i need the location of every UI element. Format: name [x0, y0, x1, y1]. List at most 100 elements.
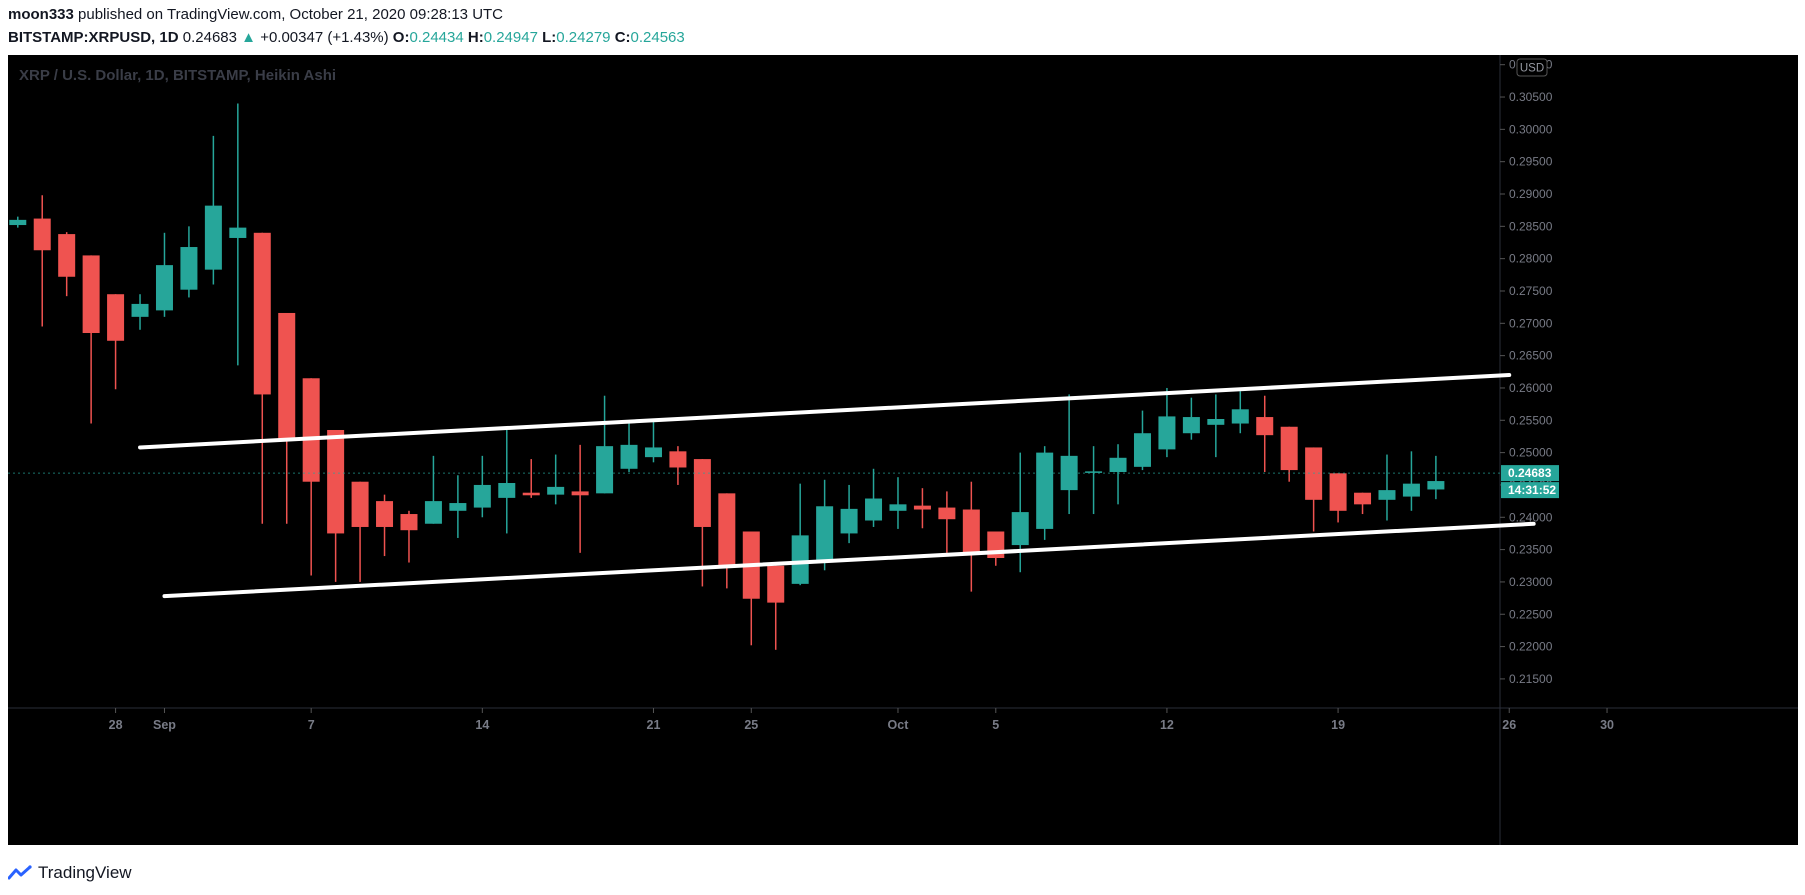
candle-body — [1305, 447, 1323, 500]
candle — [791, 483, 809, 586]
candle-body — [1109, 457, 1127, 473]
candle-body — [327, 429, 345, 534]
candle — [424, 455, 442, 524]
candle — [1305, 447, 1323, 532]
candle-body — [913, 505, 931, 510]
candle — [522, 459, 540, 498]
candle — [327, 429, 345, 582]
candle-body — [1256, 417, 1274, 436]
candle-body — [82, 255, 100, 334]
y-tick-label: 0.28000 — [1509, 252, 1553, 266]
candle — [498, 428, 516, 534]
candle — [1378, 454, 1396, 521]
chart-area[interactable]: 0.310000.305000.300000.295000.290000.285… — [8, 55, 1798, 845]
candles-layer — [9, 103, 1445, 650]
candle-body — [278, 312, 296, 440]
candle — [204, 135, 222, 285]
low-value: 0.24279 — [556, 29, 611, 46]
candlestick-chart[interactable]: 0.310000.305000.300000.295000.290000.285… — [8, 55, 1798, 845]
candle-body — [644, 447, 662, 458]
currency-label: USD — [1520, 63, 1544, 75]
trendline — [138, 373, 1512, 450]
candle-body — [889, 504, 907, 511]
time-axis[interactable]: 28 Sep 7 14 21 25 Oct 5 12 19 26 30 — [109, 708, 1614, 732]
countdown-label: 14:31:52 — [1508, 483, 1556, 497]
candle — [693, 459, 711, 587]
candle — [9, 216, 27, 228]
last-price-label: 0.24683 — [1508, 466, 1552, 480]
candle-body — [155, 265, 173, 311]
candle-body — [400, 514, 418, 531]
candle-body — [718, 493, 736, 568]
candle — [865, 468, 883, 527]
price-change: +0.00347 (+1.43%) — [260, 29, 389, 46]
low-label: L: — [542, 29, 557, 46]
candle-body — [180, 247, 198, 290]
candle — [82, 255, 100, 424]
candle-body — [229, 227, 247, 238]
candle-body — [253, 232, 271, 395]
chart-title: XRP / U.S. Dollar, 1D, BITSTAMP, Heikin … — [19, 67, 337, 84]
last-price: 0.24683 — [182, 29, 237, 46]
candle — [1280, 426, 1298, 482]
candle — [449, 475, 467, 538]
candle — [596, 395, 614, 494]
candle — [33, 195, 51, 327]
x-tick-label: 7 — [308, 718, 315, 732]
high-label: H: — [467, 29, 484, 46]
change-arrow-icon: ▲ — [241, 29, 257, 46]
candle-body — [33, 218, 51, 251]
x-tick-label: 5 — [992, 718, 999, 732]
candle-body — [596, 446, 614, 494]
y-tick-label: 0.30000 — [1509, 122, 1553, 136]
countdown-badge — [1501, 482, 1559, 499]
candle-body — [302, 378, 320, 482]
high-value: 0.24947 — [483, 29, 538, 46]
price-badges: 0.24683 14:31:52 — [8, 465, 1559, 499]
tradingview-logo-icon[interactable] — [8, 865, 32, 881]
x-tick-label: 28 — [109, 718, 123, 732]
y-tick-label: 0.24000 — [1509, 510, 1553, 524]
candle — [620, 420, 638, 473]
candle-body — [1329, 473, 1347, 511]
candle-body — [620, 444, 638, 469]
candle-body — [522, 492, 540, 496]
candle-body — [962, 509, 980, 554]
candle — [155, 232, 173, 317]
y-tick-label: 0.25500 — [1509, 413, 1553, 427]
candle — [889, 477, 907, 529]
y-tick-label: 0.29500 — [1509, 155, 1553, 169]
candle — [742, 531, 760, 646]
y-tick-label: 0.21500 — [1509, 672, 1553, 686]
candle — [1207, 394, 1225, 458]
candle — [1182, 397, 1200, 440]
tradingview-brand[interactable]: TradingView — [38, 863, 132, 882]
candle — [1060, 394, 1078, 515]
publish-info: moon333 published on TradingView.com, Oc… — [8, 6, 503, 23]
candle-body — [107, 294, 125, 341]
candle — [107, 294, 125, 390]
candle — [131, 294, 149, 330]
candle — [400, 510, 418, 563]
x-tick-label: Oct — [888, 718, 910, 732]
open-value: 0.24434 — [409, 29, 464, 46]
candle — [1427, 455, 1445, 500]
candle — [767, 565, 785, 650]
candle-body — [547, 486, 565, 495]
candle-body — [1280, 426, 1298, 471]
candle-body — [1036, 452, 1054, 529]
candle — [1133, 410, 1151, 471]
candle-body — [791, 535, 809, 584]
candle — [1109, 444, 1127, 505]
x-tick-label: 21 — [647, 718, 661, 732]
author-name[interactable]: moon333 — [8, 6, 74, 23]
candle-body — [840, 508, 858, 534]
candle-body — [693, 459, 711, 527]
x-tick-label: 30 — [1600, 718, 1614, 732]
candle-body — [1011, 512, 1029, 546]
candle-body — [424, 501, 442, 524]
candle-body — [1354, 492, 1372, 505]
candle — [1011, 452, 1029, 573]
footer: TradingView — [8, 861, 132, 885]
y-tick-label: 0.22000 — [1509, 640, 1553, 654]
